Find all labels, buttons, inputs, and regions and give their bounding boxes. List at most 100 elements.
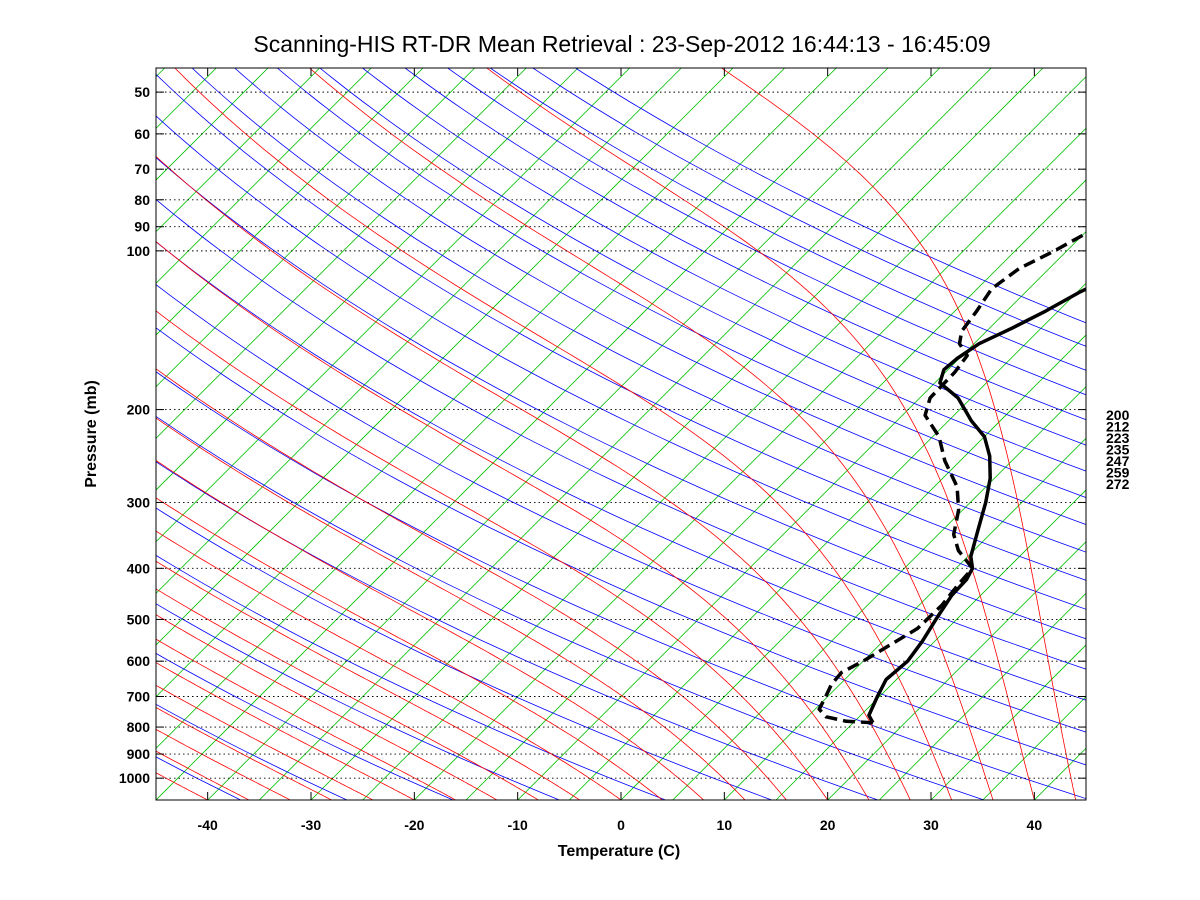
dry-adiabat-line bbox=[447, 68, 1086, 396]
isotherm-line bbox=[156, 68, 424, 336]
side-label: 247 bbox=[1106, 453, 1130, 469]
dry-adiabat-line bbox=[156, 415, 985, 800]
pressure-gridlines bbox=[156, 91, 1086, 779]
y-tick-label: 1000 bbox=[119, 770, 150, 786]
isotherm-line bbox=[156, 68, 320, 233]
dry-adiabat-line bbox=[156, 371, 1086, 800]
y-tick-label: 50 bbox=[134, 84, 150, 100]
background-lines bbox=[0, 68, 1200, 800]
side-label: 235 bbox=[1106, 442, 1130, 458]
y-tick-label: 400 bbox=[127, 560, 151, 576]
moist-adiabat-line bbox=[156, 750, 250, 800]
temperature-profile-line bbox=[867, 287, 1086, 724]
isotherm-line bbox=[207, 68, 940, 800]
dry-adiabat-line bbox=[0, 68, 135, 800]
x-axis-ticks: -40 -30 -20 -10 0 10 20 30 40 bbox=[198, 68, 1043, 833]
dry-adiabat-line bbox=[191, 68, 1086, 553]
isotherm-line bbox=[982, 696, 1086, 800]
side-label: 272 bbox=[1106, 476, 1130, 492]
isotherm-line bbox=[156, 68, 785, 698]
y-tick-label: 500 bbox=[127, 611, 151, 627]
isotherm-line bbox=[156, 68, 734, 646]
x-tick-label: -30 bbox=[301, 817, 321, 833]
moist-adiabat-line bbox=[156, 310, 829, 800]
y-tick-label: 300 bbox=[127, 494, 151, 510]
x-tick-label: -40 bbox=[198, 817, 218, 833]
dry-adiabat-line bbox=[156, 241, 1086, 701]
isotherm-line bbox=[775, 489, 1086, 800]
moist-adiabat-line bbox=[156, 588, 539, 800]
isotherm-line bbox=[156, 68, 579, 491]
side-label: 200 bbox=[1106, 407, 1130, 423]
y-axis-ticks: 50 60 70 80 90 100 200 300 400 500 600 700 800 900 100… bbox=[119, 84, 1086, 786]
isotherm-line bbox=[362, 76, 1086, 800]
moist-adiabat-line bbox=[156, 662, 415, 800]
dry-adiabat-line bbox=[156, 115, 1086, 610]
dry-adiabat-line bbox=[156, 603, 560, 800]
isotherm-line bbox=[156, 68, 217, 129]
isotherm-line bbox=[465, 179, 1086, 800]
moist-adiabat-line bbox=[156, 560, 580, 800]
x-tick-label: 10 bbox=[717, 817, 733, 833]
x-tick-label: -10 bbox=[508, 817, 528, 833]
moist-adiabat-line bbox=[156, 684, 374, 800]
moist-adiabat-line bbox=[156, 155, 911, 800]
x-axis-label: Temperature (C) bbox=[558, 843, 680, 860]
isotherm-line bbox=[156, 68, 475, 388]
dry-adiabat-line bbox=[156, 157, 1086, 640]
x-tick-label: 30 bbox=[923, 817, 939, 833]
moist-adiabat-line bbox=[486, 68, 1035, 800]
isotherm-line bbox=[156, 68, 889, 800]
isotherm-line bbox=[0, 68, 10, 800]
dry-adiabat-line bbox=[0, 68, 28, 800]
dry-adiabat-line bbox=[234, 68, 1086, 525]
isotherm-line bbox=[156, 68, 837, 749]
isotherm-line bbox=[310, 68, 1044, 800]
isotherm-line bbox=[1189, 68, 1200, 800]
moist-adiabat-line bbox=[156, 368, 787, 800]
dry-adiabat-line bbox=[156, 73, 1086, 581]
isotherm-line bbox=[156, 68, 372, 284]
moist-adiabat-line bbox=[156, 707, 332, 800]
moist-adiabat-line bbox=[156, 497, 663, 800]
isotherm-line bbox=[517, 231, 1086, 800]
isotherm-line bbox=[414, 127, 1086, 800]
side-label: 259 bbox=[1106, 465, 1130, 481]
moist-adiabat-line bbox=[156, 728, 291, 800]
isotherm-line bbox=[724, 437, 1086, 800]
dry-adiabat-line bbox=[277, 68, 1086, 498]
dry-adiabat-line bbox=[532, 68, 1086, 347]
dry-adiabat-line bbox=[156, 703, 348, 800]
isotherm-line bbox=[156, 68, 682, 594]
isotherm-line bbox=[672, 386, 1086, 800]
y-tick-label: 900 bbox=[127, 746, 151, 762]
dry-adiabat-line bbox=[575, 68, 1086, 324]
isotherm-line bbox=[156, 68, 630, 543]
isotherm-line bbox=[1085, 799, 1086, 800]
moist-adiabat-line bbox=[720, 68, 1077, 800]
data-series bbox=[817, 231, 1086, 725]
y-tick-label: 70 bbox=[134, 161, 150, 177]
side-label: 223 bbox=[1106, 430, 1130, 446]
isotherm-line bbox=[620, 334, 1086, 800]
side-label: 212 bbox=[1106, 419, 1130, 435]
moist-adiabat-line bbox=[156, 240, 870, 800]
moist-adiabat-line bbox=[156, 772, 208, 800]
x-tick-label: 20 bbox=[820, 817, 836, 833]
isotherm-line bbox=[930, 644, 1086, 800]
x-tick-label: 0 bbox=[617, 817, 625, 833]
dry-adiabat-line bbox=[362, 68, 1086, 446]
isotherm-line bbox=[827, 541, 1086, 800]
dewpoint-profile-line bbox=[817, 231, 1086, 725]
dry-adiabat-line bbox=[404, 68, 1086, 421]
y-tick-label: 200 bbox=[127, 402, 151, 418]
x-tick-label: 40 bbox=[1027, 817, 1043, 833]
dry-adiabat-line bbox=[156, 554, 666, 800]
y-tick-label: 600 bbox=[127, 653, 151, 669]
dry-adiabat-line bbox=[156, 198, 1086, 670]
y-tick-label: 100 bbox=[127, 243, 151, 259]
moist-adiabat-line bbox=[308, 68, 994, 800]
isotherm-line bbox=[259, 68, 992, 800]
y-axis-label: Pressure (mb) bbox=[83, 380, 100, 488]
